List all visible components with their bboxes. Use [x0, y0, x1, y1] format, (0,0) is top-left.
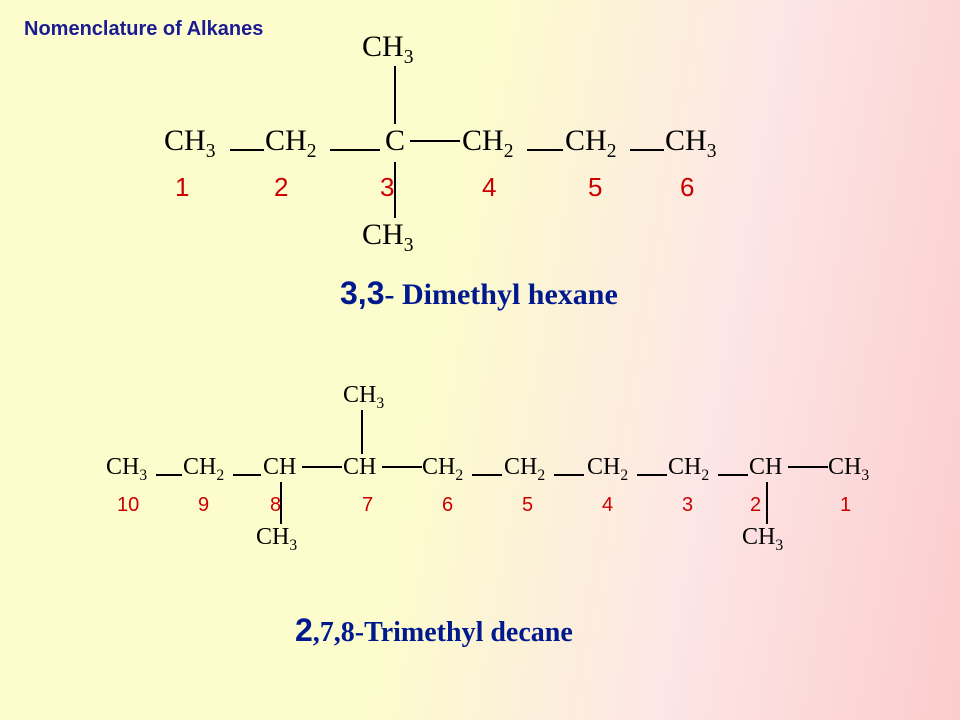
- carbon-number: 1: [175, 172, 189, 203]
- chem-group: CH: [343, 454, 376, 481]
- bond: [637, 474, 667, 476]
- carbon-number: 2: [750, 494, 761, 517]
- bond: [472, 474, 502, 476]
- carbon-number: 3: [682, 494, 693, 517]
- chem-group: CH3: [256, 524, 297, 555]
- chem-group: CH3: [362, 218, 413, 257]
- carbon-number: 3: [380, 172, 394, 203]
- chem-group: CH: [263, 454, 296, 481]
- chem-group: CH3: [106, 454, 147, 485]
- carbon-number: 6: [680, 172, 694, 203]
- name2-rest: ,7,8-Trimethyl decane: [313, 617, 573, 648]
- carbon-number: 4: [602, 494, 613, 517]
- carbon-number: 6: [442, 494, 453, 517]
- chem-group: C: [385, 124, 405, 158]
- page-title: Nomenclature of Alkanes: [24, 18, 263, 41]
- chem-group: CH2: [587, 454, 628, 485]
- name1-rest: - Dimethyl hexane: [384, 278, 617, 311]
- carbon-number: 5: [522, 494, 533, 517]
- chem-group: CH: [749, 454, 782, 481]
- bond: [302, 466, 342, 468]
- bond: [361, 410, 363, 454]
- compound-name-1: 3,3- Dimethyl hexane: [340, 275, 618, 312]
- bond: [718, 474, 748, 476]
- chem-group: CH2: [668, 454, 709, 485]
- carbon-number: 4: [482, 172, 496, 203]
- name1-prefix: 3,3: [340, 275, 384, 311]
- carbon-number: 7: [362, 494, 373, 517]
- chem-group: CH3: [828, 454, 869, 485]
- bond: [766, 482, 768, 524]
- chem-group: CH2: [462, 124, 513, 163]
- chem-group: CH2: [504, 454, 545, 485]
- bond: [394, 66, 396, 124]
- bond: [382, 466, 422, 468]
- carbon-number: 5: [588, 172, 602, 203]
- chem-group: CH3: [665, 124, 716, 163]
- chem-group: CH2: [183, 454, 224, 485]
- carbon-number: 9: [198, 494, 209, 517]
- bond: [156, 474, 182, 476]
- bond: [230, 149, 264, 151]
- bond: [630, 149, 664, 151]
- chem-group: CH3: [362, 30, 413, 69]
- carbon-number: 8: [270, 494, 281, 517]
- carbon-number: 2: [274, 172, 288, 203]
- bond: [788, 466, 828, 468]
- chem-group: CH2: [422, 454, 463, 485]
- bond: [527, 149, 563, 151]
- chem-group: CH3: [343, 382, 384, 413]
- name2-prefix: 2: [295, 612, 313, 648]
- bond: [554, 474, 584, 476]
- compound-name-2: 2,7,8-Trimethyl decane: [295, 612, 573, 649]
- bond: [410, 140, 460, 142]
- bond: [330, 149, 380, 151]
- chem-group: CH3: [742, 524, 783, 555]
- carbon-number: 10: [117, 494, 139, 517]
- chem-group: CH3: [164, 124, 215, 163]
- bond: [233, 474, 261, 476]
- chem-group: CH2: [265, 124, 316, 163]
- carbon-number: 1: [840, 494, 851, 517]
- chem-group: CH2: [565, 124, 616, 163]
